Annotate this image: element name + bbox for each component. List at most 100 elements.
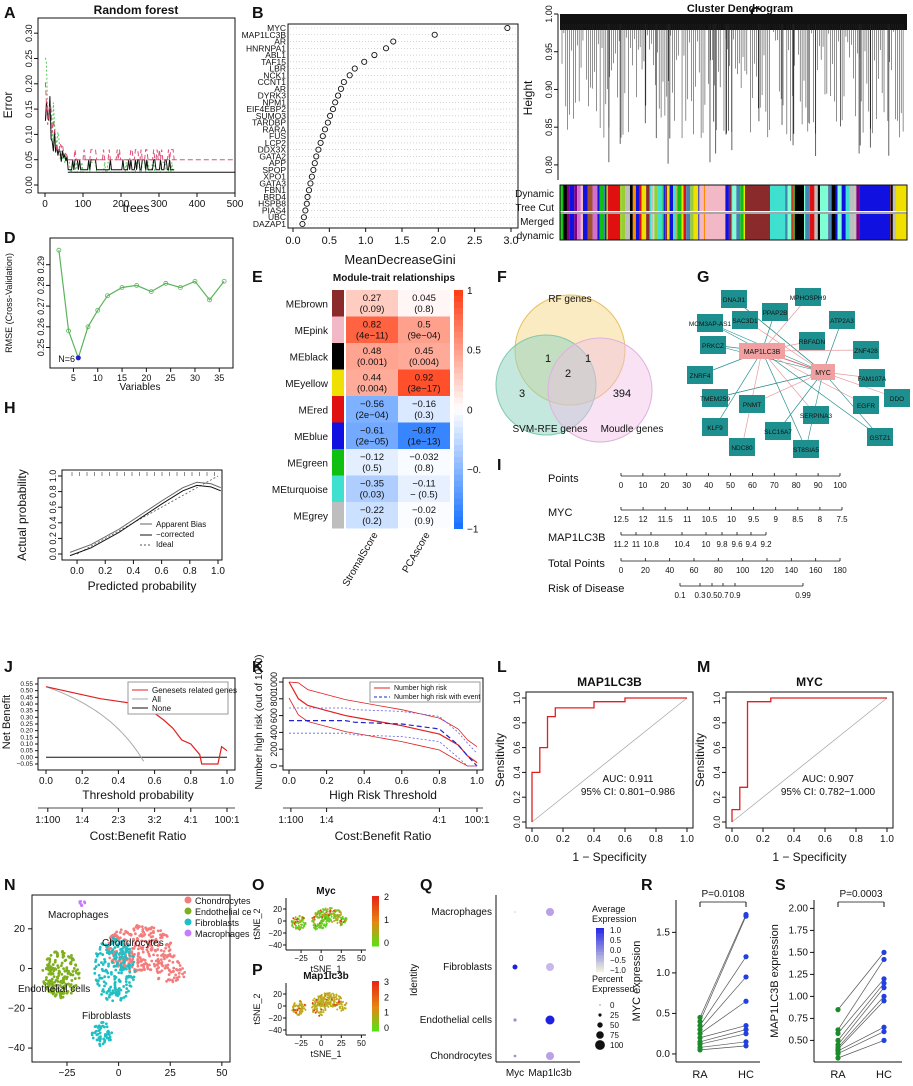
module-color-bar [577,185,581,211]
network-node-label: ATP2A3 [830,318,854,325]
nomogram-tick-label: 10.5 [702,515,718,524]
module-color-bar [686,185,691,211]
y-tick-label: 0.0 [656,1049,670,1060]
module-color-bar [580,185,584,211]
venn-module-genes [547,337,653,443]
x-axis-label: 1 − Specificity [572,850,646,864]
module-color-bar [705,185,725,211]
expression-point [322,914,325,917]
chondrocyte-point [128,960,132,964]
chondrocyte-point [172,976,176,980]
fibroblast-point [126,944,130,947]
expression-point [297,918,300,921]
scale-gradient [372,981,379,984]
importance-point [504,24,511,32]
p-value: (3e−17) [407,384,440,395]
y-tick-label: 1.00 [544,5,554,23]
fibroblast-point [102,980,106,984]
fibroblast-point [94,1029,98,1033]
y-tick-label: 1.25 [789,969,809,980]
hc-point [881,1024,887,1030]
endothelial-point [76,968,80,972]
expression-point [315,925,318,928]
gene-label: Map1lc3b [528,1068,572,1079]
rmse-point [95,307,101,313]
p-value: (0.001) [357,357,387,368]
chondrocyte-point [137,947,140,951]
high-risk-lower [288,697,477,767]
expression-point [338,1005,341,1008]
plot-title: Random forest [94,3,179,17]
expression-point [327,914,330,917]
scale-gradient [372,931,379,934]
x-tick-label: 0.2 [75,776,89,787]
chondrocyte-point [108,956,112,960]
p-value: (0.004) [357,384,387,395]
correlation-value: 0.82 [363,320,382,331]
endothelial-point [69,991,73,995]
legend-gradient [596,930,604,933]
legend-gradient [454,319,463,327]
legend-gradient [454,361,463,369]
scale-tick: 1 [384,1008,389,1018]
merged-color-bar [580,214,584,240]
nomogram-tick-label: 0.1 [674,591,686,600]
endothelial-point [61,949,64,953]
expression-point [343,921,346,924]
nomogram-tick-label: 11 [683,515,692,524]
expression-point [293,922,296,925]
chondrocyte-point [156,944,160,948]
fibroblast-point [110,991,114,995]
expression-point [313,1007,316,1010]
gene-label: DYRK3 [258,91,287,101]
module-color-bar [606,185,609,211]
module-color-bar [632,185,636,211]
chondrocyte-point [132,937,135,941]
nomogram-tick-label: 60 [748,481,757,490]
x-tick-label: 5 [71,373,76,383]
hc-point [881,985,887,991]
scale-tick: 0 [384,1023,389,1033]
x-tick-label: 200 [113,199,130,210]
fibroblast-point [104,1022,108,1026]
x-tick-label: 1.0 [220,776,234,787]
network-edge [761,350,881,438]
module-color-bar [681,185,684,211]
importance-point [329,106,337,113]
expression-point [320,1003,323,1006]
nomogram-tick-label: 9.4 [745,540,757,549]
x-tick-label: 0.0 [39,776,53,787]
expression-point [341,1007,344,1010]
y-tick-label: 0.50 [20,688,33,695]
gene-label: HNRNPA1 [246,43,286,53]
merged-color-bar [587,214,593,240]
module-color-bar [641,185,647,211]
y-tick-label: −20 [268,929,282,938]
network-node [762,303,788,321]
network-node-label: PRKCZ [702,343,724,350]
expression-point [324,925,327,928]
y-axis-label: Sensitivity [493,733,507,787]
chondrocyte-point [156,957,160,961]
chondrocyte-point [162,933,166,937]
legend-gradient [454,468,463,476]
endothelial-point [50,977,54,981]
x-tick-label: −25 [58,1068,75,1079]
y-tick-label: −20 [8,1003,25,1014]
fibroblast-point [130,976,134,979]
module-label: MEgrey [294,511,328,522]
network-node [702,418,728,436]
hc-point [743,913,749,919]
importance-point [303,200,310,207]
y-tick-label: 20 [273,990,282,999]
legend-box [369,681,481,703]
optimal-annotation: N=6 [58,354,75,364]
legend-gradient [454,290,463,297]
hub-node [739,343,785,359]
y-tick-label: 200 [269,742,279,757]
hc-point [743,954,749,960]
pair-line [699,1041,747,1048]
expression-point [327,1005,330,1008]
chondrocyte-point [163,966,167,970]
